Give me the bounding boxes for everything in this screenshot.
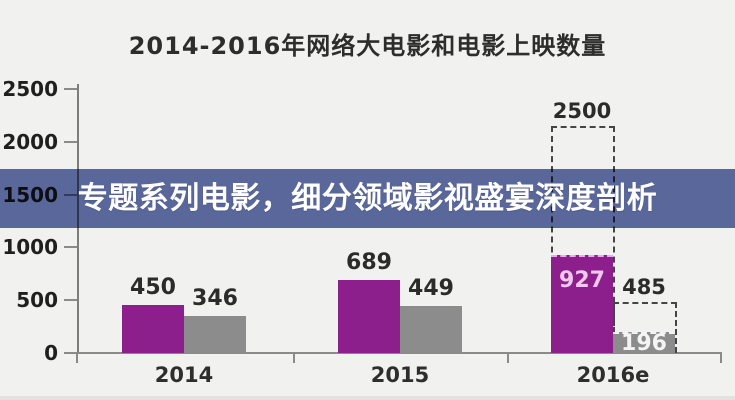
y-tick-label: 2000 bbox=[2, 129, 58, 154]
bar-value-label: 450 bbox=[130, 275, 176, 300]
y-axis-tick bbox=[64, 299, 77, 302]
y-tick-label: 0 bbox=[44, 341, 58, 365]
bar-value-label: 927 bbox=[559, 268, 605, 293]
x-category-label: 2014 bbox=[154, 363, 214, 387]
x-category-label: 2015 bbox=[370, 363, 430, 387]
bar-top-dash-line bbox=[551, 255, 613, 257]
y-axis-tick bbox=[64, 140, 77, 143]
forecast-value-label: 485 bbox=[622, 274, 666, 299]
headline-banner-text: 专题系列电影，细分领域影视盛宴深度剖析 bbox=[77, 181, 658, 216]
bar bbox=[400, 306, 462, 353]
bar-value-label: 449 bbox=[408, 276, 454, 301]
bar bbox=[338, 280, 400, 353]
y-axis-tick bbox=[64, 88, 77, 90]
x-axis-line bbox=[75, 352, 722, 354]
y-tick-label: 500 bbox=[16, 288, 58, 313]
bar bbox=[551, 255, 613, 353]
forecast-dashed-box bbox=[551, 126, 615, 353]
bar bbox=[184, 316, 246, 353]
x-axis-tick bbox=[720, 352, 722, 363]
bottom-edge-strip bbox=[0, 396, 735, 400]
bar-value-label: 346 bbox=[192, 286, 238, 311]
bar bbox=[613, 332, 675, 353]
y-tick-label: 2500 bbox=[2, 77, 58, 101]
bar-top-dash-line bbox=[613, 332, 675, 334]
bar bbox=[122, 305, 184, 353]
y-axis-tick bbox=[64, 246, 77, 249]
x-axis-tick bbox=[507, 352, 509, 363]
y-tick-label: 1000 bbox=[2, 235, 58, 260]
x-axis-tick bbox=[293, 352, 295, 363]
chart-title: 2014-2016年网络大电影和电影上映数量 bbox=[128, 32, 607, 60]
forecast-dashed-box bbox=[613, 301, 677, 353]
x-category-label: 2016e bbox=[576, 363, 650, 387]
y-axis-tick bbox=[64, 352, 77, 354]
headline-banner-background bbox=[0, 169, 735, 228]
x-axis-tick bbox=[76, 352, 78, 363]
forecast-value-label: 2500 bbox=[552, 99, 612, 123]
bar-value-label: 196 bbox=[621, 331, 667, 356]
bar-value-label: 689 bbox=[346, 250, 392, 275]
